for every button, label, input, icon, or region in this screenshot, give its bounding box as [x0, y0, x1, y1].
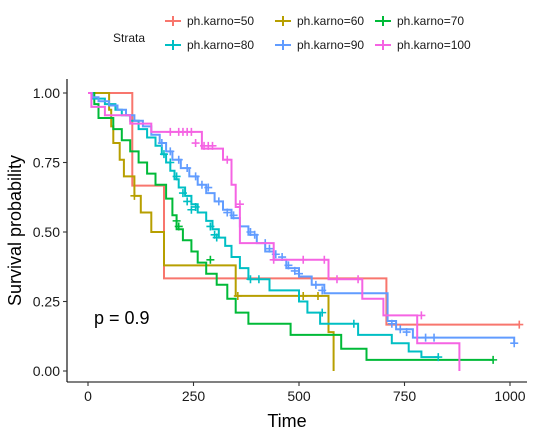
- censor-mark-ph-karno-90-9: [229, 211, 238, 220]
- y-tick-label-1.00: 1.00: [33, 85, 60, 101]
- censor-mark-ph-karno-80-3: [178, 189, 187, 198]
- censor-mark-ph-karno-90-13: [265, 244, 274, 253]
- legend-label-ph-karno-70: ph.karno=70: [397, 14, 464, 28]
- survival-curve-ph-karno-100: [88, 92, 461, 371]
- survival-curve-ph-karno-60: [88, 92, 335, 371]
- censor-mark-ph-karno-50-0: [515, 320, 524, 329]
- censor-mark-ph-karno-80-5: [187, 205, 196, 214]
- censor-mark-ph-karno-90-24: [421, 333, 430, 342]
- legend-key-cross-ph-karno-50: [168, 16, 178, 26]
- censor-mark-ph-karno-90-5: [197, 180, 206, 189]
- censor-mark-ph-karno-80-7: [206, 222, 215, 231]
- legend-key-cross-ph-karno-100: [378, 40, 388, 50]
- censor-mark-ph-karno-60-3: [313, 291, 322, 300]
- censor-mark-ph-karno-100-14: [332, 275, 341, 284]
- y-axis-title: Survival probability: [5, 155, 25, 306]
- legend-item-ph-karno-90: ph.karno=90: [275, 38, 364, 52]
- censor-mark-ph-karno-100-8: [208, 141, 217, 150]
- legend-label-ph-karno-90: ph.karno=90: [297, 38, 364, 52]
- survival-curve-ph-karno-50: [88, 92, 520, 326]
- legend-key-cross-ph-karno-80: [168, 40, 178, 50]
- censor-mark-ph-karno-80-2: [172, 172, 181, 181]
- legend-label-ph-karno-80: ph.karno=80: [187, 38, 254, 52]
- censor-mark-ph-karno-80-6: [191, 202, 200, 211]
- censor-mark-ph-karno-90-11: [250, 230, 259, 239]
- y-tick-label-0.50: 0.50: [33, 224, 60, 240]
- plot-area: [88, 92, 524, 371]
- censor-mark-ph-karno-90-3: [183, 164, 192, 173]
- censor-mark-ph-karno-100-15: [354, 275, 363, 284]
- censor-mark-ph-karno-70-2: [206, 255, 215, 264]
- censor-mark-ph-karno-80-10: [246, 275, 255, 284]
- censor-mark-ph-karno-80-12: [318, 308, 327, 317]
- censor-mark-ph-karno-80-9: [212, 233, 221, 242]
- censor-mark-ph-karno-90-17: [290, 266, 299, 275]
- legend-label-ph-karno-50: ph.karno=50: [187, 14, 254, 28]
- legend-key-cross-ph-karno-70: [378, 16, 388, 26]
- y-tick-label-0.75: 0.75: [33, 155, 60, 171]
- axes: 0 250 500 750 1000 0.00 0.25 0.50 0.75 1.00 Time Su…: [5, 79, 527, 431]
- censor-mark-ph-karno-90-0: [157, 139, 166, 148]
- censor-mark-ph-karno-90-19: [311, 280, 320, 289]
- x-tick-label-250: 250: [182, 388, 206, 404]
- censor-mark-ph-karno-90-22: [396, 325, 405, 334]
- p-value-annotation: p = 0.9: [94, 308, 150, 328]
- censor-mark-ph-karno-100-11: [269, 255, 278, 264]
- censor-mark-ph-karno-80-11: [254, 275, 263, 284]
- censor-mark-ph-karno-90-18: [295, 269, 303, 278]
- censor-mark-ph-karno-100-5: [191, 139, 200, 148]
- y-tick-label-0.00: 0.00: [33, 363, 60, 379]
- censor-mark-ph-karno-90-6: [204, 183, 213, 192]
- censor-mark-ph-karno-90-1: [166, 147, 175, 156]
- legend-key-cross-ph-karno-60: [278, 16, 288, 26]
- censor-mark-ph-karno-90-16: [284, 261, 293, 270]
- censor-mark-ph-karno-80-0: [159, 150, 168, 159]
- censor-mark-ph-karno-90-26: [510, 339, 519, 348]
- censor-mark-ph-karno-90-23: [402, 328, 411, 337]
- x-tick-label-750: 750: [393, 388, 417, 404]
- censor-mark-ph-karno-70-1: [174, 222, 183, 231]
- censor-mark-ph-karno-90-8: [223, 208, 232, 217]
- censor-mark-ph-karno-90-20: [318, 286, 327, 295]
- censor-mark-ph-karno-80-13: [349, 319, 358, 328]
- censor-mark-ph-karno-60-1: [233, 291, 242, 300]
- censor-mark-ph-karno-80-14: [434, 353, 443, 362]
- censor-mark-ph-karno-90-7: [214, 197, 223, 206]
- survival-curve-ph-karno-70: [88, 92, 494, 361]
- x-tick-label-0: 0: [84, 388, 92, 404]
- y-tick-label-0.25: 0.25: [33, 294, 60, 310]
- legend-label-ph-karno-100: ph.karno=100: [397, 38, 471, 52]
- censor-mark-ph-karno-90-4: [191, 172, 200, 181]
- legend-item-ph-karno-80: ph.karno=80: [165, 38, 254, 52]
- censor-mark-ph-karno-100-0: [166, 127, 175, 136]
- censor-mark-ph-karno-60-0: [130, 191, 139, 200]
- censor-mark-ph-karno-80-1: [166, 158, 175, 167]
- censor-mark-ph-karno-90-21: [387, 319, 396, 328]
- legend-title: Strata: [113, 31, 145, 45]
- censor-mark-ph-karno-100-4: [187, 127, 196, 136]
- legend-item-ph-karno-60: ph.karno=60: [275, 14, 364, 28]
- censor-mark-ph-karno-90-2: [174, 155, 183, 164]
- censor-mark-ph-karno-100-12: [299, 255, 308, 264]
- legend-item-ph-karno-100: ph.karno=100: [375, 38, 471, 52]
- legend-item-ph-karno-50: ph.karno=50: [165, 14, 254, 28]
- censor-mark-ph-karno-100-10: [235, 200, 244, 209]
- censor-mark-ph-karno-70-3: [489, 355, 498, 364]
- legend-label-ph-karno-60: ph.karno=60: [297, 14, 364, 28]
- x-tick-label-500: 500: [287, 388, 311, 404]
- x-axis-title: Time: [267, 411, 306, 431]
- censor-mark-ph-karno-90-10: [246, 228, 255, 236]
- censor-mark-ph-karno-100-9: [223, 155, 232, 164]
- censor-mark-ph-karno-100-13: [320, 255, 329, 264]
- legend-item-ph-karno-70: ph.karno=70: [375, 14, 464, 28]
- x-tick-label-1000: 1000: [494, 388, 525, 404]
- censor-mark-ph-karno-60-2: [299, 291, 308, 300]
- legend-key-cross-ph-karno-90: [278, 40, 288, 50]
- censor-mark-ph-karno-80-4: [183, 197, 192, 206]
- legend: Strata ph.karno=50 ph.karno=60 ph.karno=70 p…: [113, 14, 471, 52]
- censor-mark-ph-karno-90-25: [430, 333, 439, 342]
- censor-mark-ph-karno-100-16: [417, 311, 426, 320]
- censor-mark-ph-karno-70-0: [172, 216, 181, 225]
